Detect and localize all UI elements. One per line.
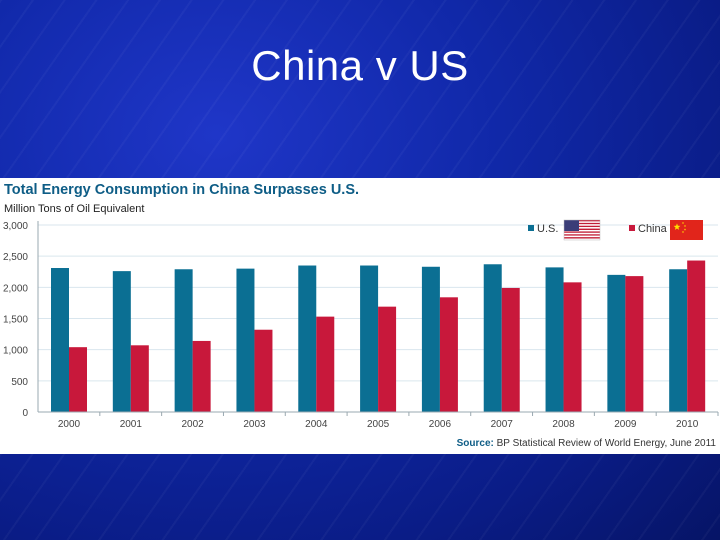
bar-china-2006	[439, 297, 458, 412]
x-tick-label: 2007	[491, 419, 514, 430]
bar-china-2001	[130, 345, 149, 412]
chart-title: Total Energy Consumption in China Surpas…	[4, 182, 360, 198]
x-tick-label: 2002	[182, 419, 205, 430]
bar-china-2004	[316, 316, 335, 412]
bar-us-2001	[112, 271, 131, 412]
legend-swatch-china	[629, 225, 635, 231]
y-tick-label: 500	[11, 377, 28, 388]
y-tick-label: 1,500	[3, 315, 28, 326]
legend-label-us: U.S.	[537, 223, 558, 235]
y-tick-label: 3,000	[3, 221, 28, 232]
x-tick-label: 2003	[243, 419, 266, 430]
bar-us-2008	[545, 267, 564, 412]
china-flag-icon	[670, 220, 703, 240]
us-flag-icon	[563, 219, 601, 241]
y-tick-label: 0	[22, 408, 28, 419]
x-tick-label: 2010	[676, 419, 699, 430]
slide-title: China v US	[251, 42, 469, 89]
legend-label-china: China	[638, 223, 668, 235]
bar-us-2009	[607, 274, 626, 412]
bar-china-2010	[687, 260, 706, 412]
legend-swatch-us	[528, 225, 534, 231]
bar-us-2007	[483, 264, 502, 412]
bar-china-2000	[69, 347, 87, 412]
x-tick-label: 2005	[367, 419, 390, 430]
x-tick-label: 2009	[614, 419, 637, 430]
x-tick-label: 2000	[58, 419, 81, 430]
source-line: Source: BP Statistical Review of World E…	[457, 438, 716, 449]
bar-us-2005	[360, 265, 379, 412]
y-axis-label: Million Tons of Oil Equivalent	[4, 203, 145, 215]
bar-us-2000	[51, 268, 69, 412]
bar-china-2005	[378, 306, 397, 412]
bar-china-2009	[625, 276, 644, 412]
source-label: Source:	[456, 438, 494, 449]
x-tick-label: 2008	[552, 419, 575, 430]
y-tick-label: 2,500	[3, 252, 28, 263]
x-tick-label: 2004	[305, 419, 328, 430]
bar-us-2006	[421, 266, 440, 412]
bar-china-2003	[254, 329, 273, 412]
bar-us-2002	[174, 269, 193, 412]
y-tick-label: 2,000	[3, 283, 28, 294]
bar-china-2002	[192, 340, 211, 412]
source-text: BP Statistical Review of World Energy, J…	[496, 438, 716, 449]
bar-us-2003	[236, 268, 255, 412]
bar-us-2004	[298, 265, 317, 412]
x-tick-label: 2001	[120, 419, 143, 430]
energy-chart: 0 500 1,000 1,500 2,000 2,500 3,000 2000 2001 200…	[3, 219, 719, 430]
y-tick-label: 1,000	[3, 346, 28, 357]
x-tick-label: 2006	[429, 419, 452, 430]
bar-china-2007	[501, 287, 520, 412]
chart-panel: 0 500 1,000 1,500 2,000 2,500 3,000 2000 2001 200…	[0, 178, 720, 454]
bar-us-2010	[669, 269, 688, 412]
bar-china-2008	[563, 282, 582, 412]
